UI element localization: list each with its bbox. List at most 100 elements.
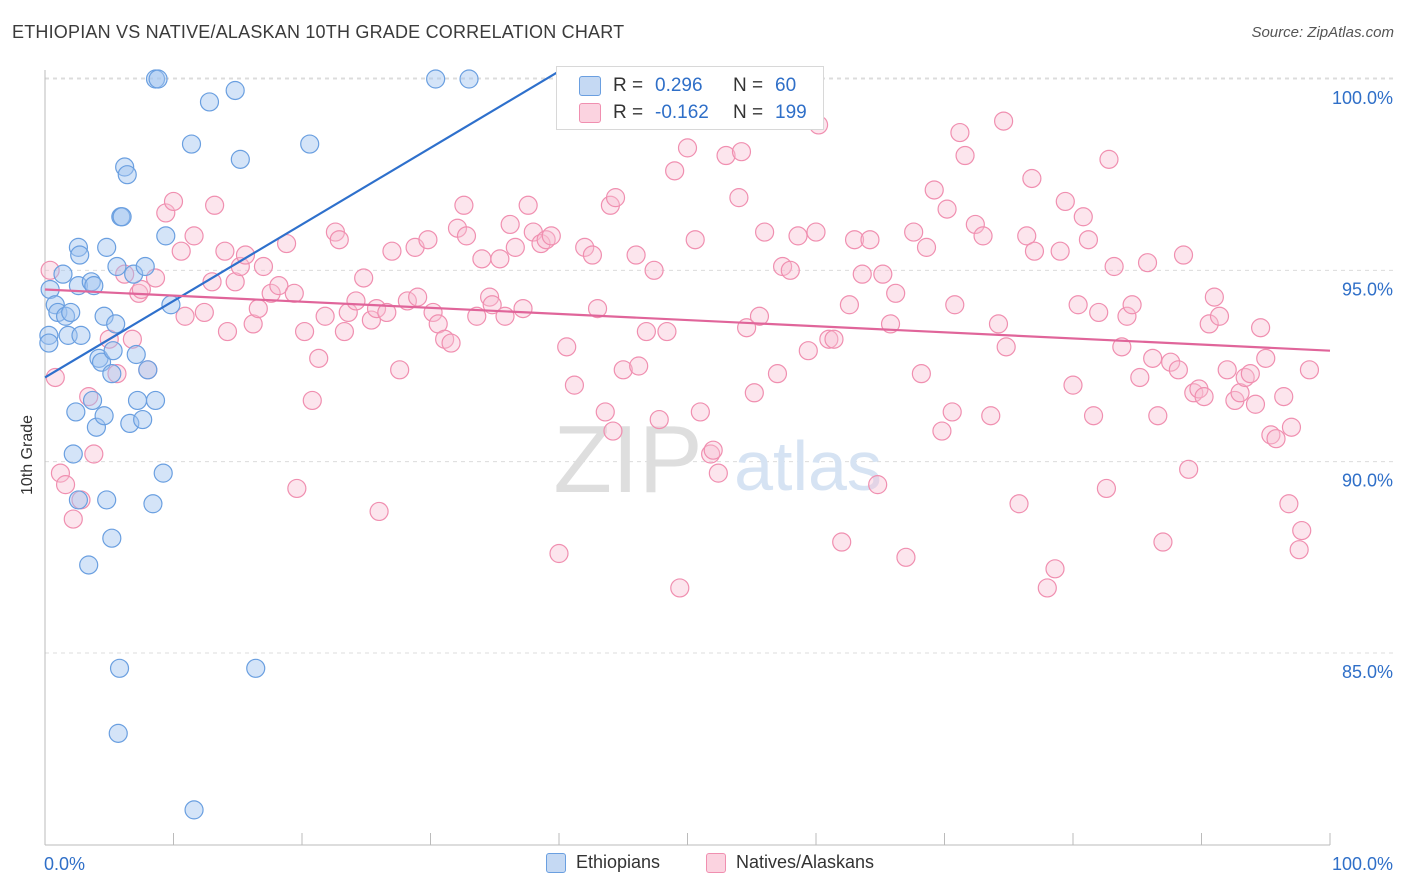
native-point bbox=[408, 287, 428, 307]
native-point bbox=[839, 295, 860, 315]
native-point bbox=[1068, 295, 1088, 315]
native-point bbox=[708, 463, 728, 483]
native-point bbox=[1143, 348, 1163, 368]
native-point bbox=[549, 543, 569, 564]
legend-item-natives[interactable]: Natives/Alaskans bbox=[706, 852, 874, 873]
ethiopian-point bbox=[86, 417, 107, 437]
native-point bbox=[564, 375, 585, 395]
ethiopian-point bbox=[148, 69, 168, 89]
ethiopian-point bbox=[143, 494, 163, 514]
ethiopian-point bbox=[71, 325, 91, 345]
axes bbox=[44, 70, 1331, 846]
native-point bbox=[942, 402, 962, 422]
native-point bbox=[904, 222, 924, 242]
native-point bbox=[1078, 230, 1099, 250]
native-point bbox=[819, 329, 839, 349]
ethiopian-point bbox=[106, 314, 126, 334]
native-point bbox=[40, 260, 60, 280]
native-point bbox=[536, 230, 556, 250]
native-point bbox=[1161, 352, 1181, 372]
ethiopian-point bbox=[103, 341, 123, 361]
ethiopian-point bbox=[66, 402, 86, 422]
native-point bbox=[973, 226, 993, 246]
native-point bbox=[1240, 364, 1260, 384]
native-point bbox=[932, 421, 952, 441]
native-point bbox=[495, 306, 515, 326]
native-point bbox=[1274, 387, 1294, 407]
native-point bbox=[754, 222, 775, 242]
native-point bbox=[205, 195, 225, 215]
ethiopian-point bbox=[199, 92, 220, 112]
native-point bbox=[994, 111, 1014, 131]
native-point bbox=[1063, 375, 1083, 395]
native-point bbox=[744, 383, 764, 403]
legend-swatch-ethiopians bbox=[579, 76, 601, 96]
native-point bbox=[852, 264, 872, 284]
ethiopian-point bbox=[39, 333, 59, 353]
ethiopian-point bbox=[133, 409, 153, 430]
native-point bbox=[690, 402, 710, 422]
native-point bbox=[346, 291, 366, 311]
watermark-zip: ZIP bbox=[553, 406, 702, 513]
ethiopian-point bbox=[109, 658, 130, 678]
native-point bbox=[1168, 360, 1188, 380]
native-point bbox=[880, 314, 901, 334]
native-point bbox=[1251, 318, 1271, 338]
bottom-legend: Ethiopians Natives/Alaskans bbox=[0, 852, 1406, 876]
ethiopian-point bbox=[426, 69, 446, 89]
ethiopian-point bbox=[94, 406, 114, 426]
ethiopian-point bbox=[124, 264, 144, 284]
native-point bbox=[575, 237, 595, 257]
trend-lines bbox=[44, 70, 1331, 379]
legend-item-ethiopians[interactable]: Ethiopians bbox=[546, 852, 660, 873]
series-natives-alaskans bbox=[40, 111, 1320, 598]
ethiopian-point bbox=[82, 390, 103, 411]
native-point bbox=[896, 547, 916, 567]
ethiopian-point bbox=[135, 256, 155, 277]
native-point bbox=[156, 203, 176, 223]
native-point bbox=[955, 145, 975, 166]
native-point bbox=[824, 329, 844, 349]
legend-n-label: N = bbox=[733, 75, 764, 96]
native-point bbox=[626, 245, 646, 265]
series-ethiopians bbox=[39, 69, 479, 820]
native-point bbox=[1235, 367, 1255, 388]
native-point bbox=[302, 390, 322, 411]
native-point bbox=[287, 478, 307, 499]
native-point bbox=[217, 321, 238, 342]
native-point bbox=[1204, 287, 1224, 307]
ethiopian-point bbox=[68, 237, 89, 257]
ethiopian-point bbox=[126, 344, 146, 365]
y-tick-label: 85.0% bbox=[1342, 662, 1393, 682]
native-point bbox=[613, 360, 633, 380]
native-point bbox=[369, 501, 389, 522]
ethiopian-point bbox=[127, 390, 148, 411]
ethiopian-point bbox=[63, 444, 83, 464]
native-point bbox=[122, 329, 142, 349]
native-point bbox=[171, 241, 191, 261]
ethiopian-point bbox=[181, 134, 202, 154]
native-point bbox=[1289, 540, 1309, 560]
native-point bbox=[1194, 387, 1214, 407]
native-point bbox=[767, 364, 788, 384]
legend-r-label: R = bbox=[613, 102, 644, 123]
ethiopian-point bbox=[300, 134, 320, 154]
native-point bbox=[441, 333, 461, 353]
native-point bbox=[587, 299, 608, 319]
native-point bbox=[467, 306, 487, 326]
native-point bbox=[472, 249, 492, 269]
native-point bbox=[505, 237, 525, 257]
native-point bbox=[1292, 520, 1312, 541]
ethiopian-point bbox=[55, 306, 76, 326]
native-point bbox=[184, 226, 204, 246]
native-point bbox=[329, 230, 349, 250]
native-point bbox=[518, 195, 538, 215]
legend-n-value: 60 bbox=[775, 75, 797, 96]
native-point bbox=[749, 306, 770, 326]
ethiopian-point bbox=[39, 325, 59, 345]
legend-label-natives: Natives/Alaskans bbox=[736, 852, 875, 872]
native-point bbox=[390, 360, 410, 380]
x-tick-label: 100.0% bbox=[1332, 854, 1393, 874]
ethiopian-point bbox=[61, 302, 81, 323]
native-point bbox=[1112, 337, 1132, 357]
